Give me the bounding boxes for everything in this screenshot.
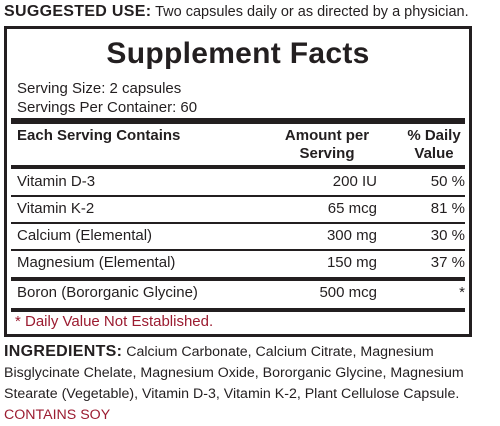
table-row: Magnesium (Elemental) 150 mg 37 % (7, 251, 469, 275)
suggested-use-text: Two capsules daily or as directed by a p… (155, 4, 469, 20)
table-row: Vitamin K-2 65 mcg 81 % (7, 197, 469, 221)
panel-title: Supplement Facts (106, 37, 370, 70)
serving-info: Serving Size: 2 capsules Servings Per Co… (17, 79, 197, 117)
nutrient-daily-value: * (459, 284, 465, 301)
allergen-warning: CONTAINS SOY (4, 407, 111, 423)
nutrient-amount: 500 mcg (319, 284, 377, 301)
header-amount-line2: Serving (299, 145, 355, 162)
nutrient-name: Boron (Bororganic Glycine) (17, 284, 198, 301)
thick-divider (11, 118, 465, 124)
ingredients: INGREDIENTS: Calcium Carbonate, Calcium … (4, 341, 498, 426)
header-dv-line2: Value (414, 145, 454, 162)
header-amount-line1: Amount per (284, 127, 370, 144)
section-divider (11, 277, 465, 281)
header-nutrient: Each Serving Contains (17, 127, 181, 144)
nutrient-name: Vitamin K-2 (17, 200, 95, 217)
nutrient-name: Magnesium (Elemental) (17, 254, 176, 271)
nutrient-daily-value: 50 % (430, 173, 465, 190)
table-row: Vitamin D-3 200 IU 50 % (7, 170, 469, 194)
nutrient-amount: 150 mg (326, 254, 377, 271)
header-amount: Amount per Serving (273, 127, 381, 163)
serving-size: Serving Size: 2 capsules (17, 80, 182, 97)
header-dv-line1: % Daily (407, 127, 461, 144)
nutrient-amount: 65 mcg (327, 200, 377, 217)
row-divider (11, 222, 465, 224)
nutrient-daily-value: 30 % (430, 227, 465, 244)
header-divider (11, 165, 465, 169)
nutrient-amount: 300 mg (326, 227, 377, 244)
row-divider (11, 249, 465, 251)
bottom-divider (11, 308, 465, 312)
nutrient-daily-value: 37 % (430, 254, 465, 271)
table-header: Each Serving Contains Amount per Serving… (7, 126, 469, 166)
suggested-use-label: SUGGESTED USE: (4, 3, 152, 20)
servings-per-container: Servings Per Container: 60 (17, 99, 198, 116)
ingredients-label: INGREDIENTS: (4, 343, 123, 360)
nutrient-daily-value: 81 % (430, 200, 465, 217)
table-row: Calcium (Elemental) 300 mg 30 % (7, 224, 469, 248)
nutrient-name: Vitamin D-3 (17, 173, 96, 190)
nutrient-name: Calcium (Elemental) (17, 227, 153, 244)
row-divider (11, 195, 465, 197)
table-row: Boron (Bororganic Glycine) 500 mcg * (7, 281, 469, 305)
supplement-facts-panel: Supplement Facts Serving Size: 2 capsule… (4, 26, 472, 337)
header-daily-value: % Daily Value (397, 127, 471, 163)
ingredients-text: Calcium Carbonate, Calcium Citrate, Magn… (4, 344, 464, 402)
suggested-use: SUGGESTED USE: Two capsules daily or as … (4, 2, 496, 22)
nutrient-amount: 200 IU (332, 173, 377, 190)
daily-value-footnote: * Daily Value Not Established. (15, 313, 214, 330)
